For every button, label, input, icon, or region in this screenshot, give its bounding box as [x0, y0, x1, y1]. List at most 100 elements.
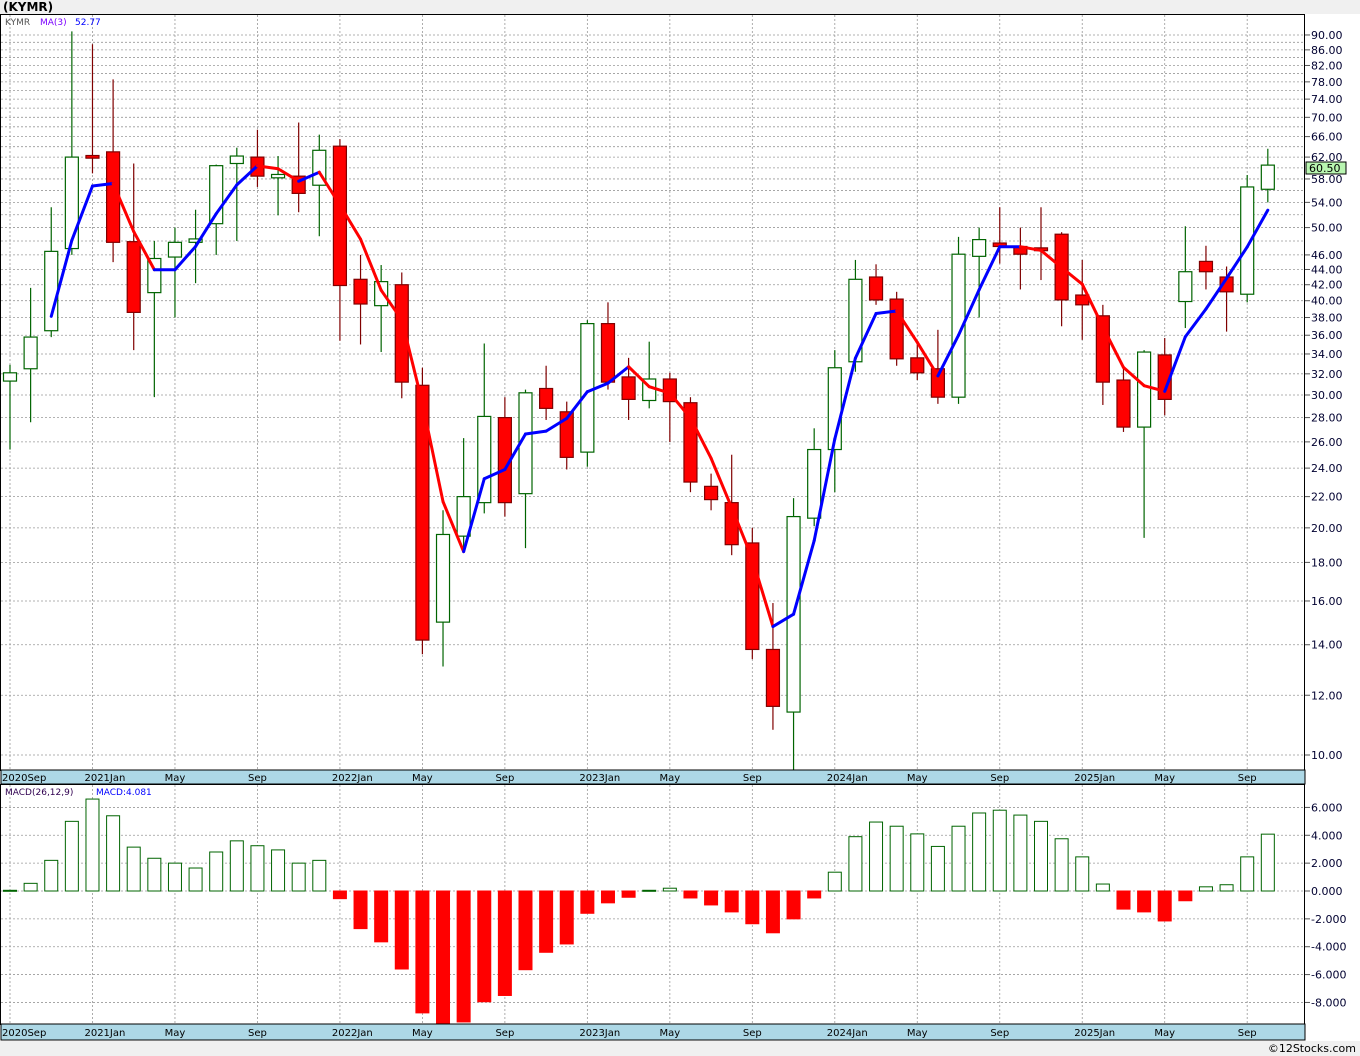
- ma-segment: [1121, 365, 1146, 388]
- candle-up: [1136, 350, 1152, 538]
- candle-up: [951, 236, 966, 404]
- ma-segment: [709, 456, 734, 510]
- candle-body: [85, 154, 100, 159]
- ma-segment: [730, 506, 754, 561]
- ma-segment: [771, 612, 796, 629]
- candle-body: [559, 411, 574, 458]
- date-ticks: 2020Sep 2020Sep 2021Jan 2021Jan May May Sep Sep…: [2, 773, 1257, 1039]
- macd-bar-positive: [1240, 856, 1255, 892]
- date-tick-label: 2024Jan: [827, 773, 868, 784]
- candle-down: [415, 367, 430, 655]
- candle-body: [930, 368, 946, 398]
- ma-segment: [235, 164, 259, 187]
- macd-bar-negative: [539, 890, 554, 953]
- macd-bar-positive: [1260, 833, 1275, 892]
- ma-segment: [111, 182, 136, 234]
- macd-bar-negative: [580, 890, 595, 914]
- ma-segment: [1163, 335, 1187, 393]
- candle-down: [353, 254, 368, 345]
- macd-bar-negative: [807, 890, 822, 899]
- date-tick-label: May: [1154, 773, 1175, 784]
- candle-body: [374, 281, 389, 307]
- candle-down: [1116, 367, 1131, 432]
- macd-bar-positive: [1198, 886, 1213, 892]
- price-tick-label: 66.00: [1311, 131, 1343, 144]
- candle-down: [930, 329, 946, 404]
- ma-segment: [173, 244, 198, 272]
- macd-bar-positive: [1054, 838, 1069, 892]
- price-tick-label: 42.00: [1311, 279, 1343, 292]
- legend-symbol: KYMR: [5, 18, 30, 28]
- price-tick-label: 86.00: [1311, 44, 1343, 57]
- ma-segment: [1225, 245, 1249, 280]
- macd-bar-positive: [85, 798, 100, 892]
- date-tick-label: May: [412, 773, 433, 784]
- candle-down: [126, 163, 141, 351]
- candle-down: [703, 473, 719, 511]
- price-tick-label: 36.00: [1311, 329, 1343, 342]
- price-tick-label: 18.00: [1311, 556, 1343, 569]
- price-tick-label: 74.00: [1311, 93, 1343, 106]
- candle-body: [2, 372, 18, 382]
- price-tick-label: 30.00: [1311, 389, 1343, 402]
- ma-segment: [317, 170, 342, 207]
- ma-segment: [194, 212, 218, 248]
- macd-tick-label: -8.000: [1311, 996, 1346, 1009]
- macd-tick-label: 6.000: [1311, 801, 1343, 814]
- candle-body: [600, 323, 616, 383]
- candle-body: [167, 241, 183, 258]
- ma-segment: [668, 391, 692, 420]
- candle-body: [477, 415, 492, 504]
- date-tick-label: Sep: [248, 773, 267, 784]
- candle-body: [394, 284, 409, 383]
- macd-bar-negative: [765, 890, 780, 934]
- ma-segment: [1183, 307, 1208, 339]
- candle-body: [44, 250, 59, 332]
- price-tick-label: 58.00: [1311, 173, 1343, 186]
- macd-bar-positive: [229, 840, 244, 892]
- ma-segment: [482, 467, 507, 481]
- candle-down: [497, 397, 512, 517]
- candle-down: [1054, 232, 1069, 327]
- date-tick-label: Sep: [990, 1028, 1009, 1039]
- macd-bar-positive: [992, 809, 1007, 892]
- date-tick-label: 2023Jan: [579, 1028, 620, 1039]
- macd-bar-positive: [889, 825, 904, 892]
- ma-segment: [379, 288, 404, 322]
- candle-up: [786, 498, 801, 772]
- price-tick-label: 28.00: [1311, 412, 1343, 425]
- date-tick-label: 2025Jan: [1074, 773, 1115, 784]
- macd-grid: [1, 785, 1305, 1024]
- candle-up: [518, 389, 533, 549]
- candle-down: [600, 302, 616, 390]
- date-tick-label: Sep: [1238, 773, 1257, 784]
- macd-bar-negative: [332, 890, 347, 900]
- macd-tick-label: -2.000: [1311, 913, 1346, 926]
- candle-body: [889, 298, 904, 360]
- candle-body: [1260, 164, 1275, 190]
- date-tick-label: May: [907, 1028, 928, 1039]
- date-tick-label: May: [907, 773, 928, 784]
- candle-up: [1260, 148, 1275, 203]
- price-tick-label: 82.00: [1311, 59, 1343, 72]
- candle-body: [353, 278, 368, 305]
- copyright: ©12Stocks.com: [1268, 1042, 1356, 1055]
- macd-bar-positive: [1219, 884, 1234, 892]
- macd-bar-positive: [126, 846, 141, 892]
- candle-body: [868, 276, 884, 301]
- date-tick-label: 2021Jan: [84, 773, 125, 784]
- macd-bar-negative: [745, 890, 760, 925]
- ma-segment: [874, 309, 899, 316]
- macd-bar-positive: [44, 859, 59, 892]
- candle-body: [126, 241, 141, 313]
- price-tick-label: 40.00: [1311, 295, 1343, 308]
- ma-segment: [503, 432, 527, 471]
- price-tick-label: 50.00: [1311, 222, 1343, 235]
- ma-segment: [1039, 248, 1064, 269]
- candle-up: [23, 287, 38, 423]
- footer-bar: [0, 1041, 1360, 1056]
- candle-down: [1157, 337, 1172, 416]
- legend-ma-value: 52.77: [75, 18, 101, 28]
- candle-up: [972, 227, 987, 318]
- candle-up: [807, 428, 822, 527]
